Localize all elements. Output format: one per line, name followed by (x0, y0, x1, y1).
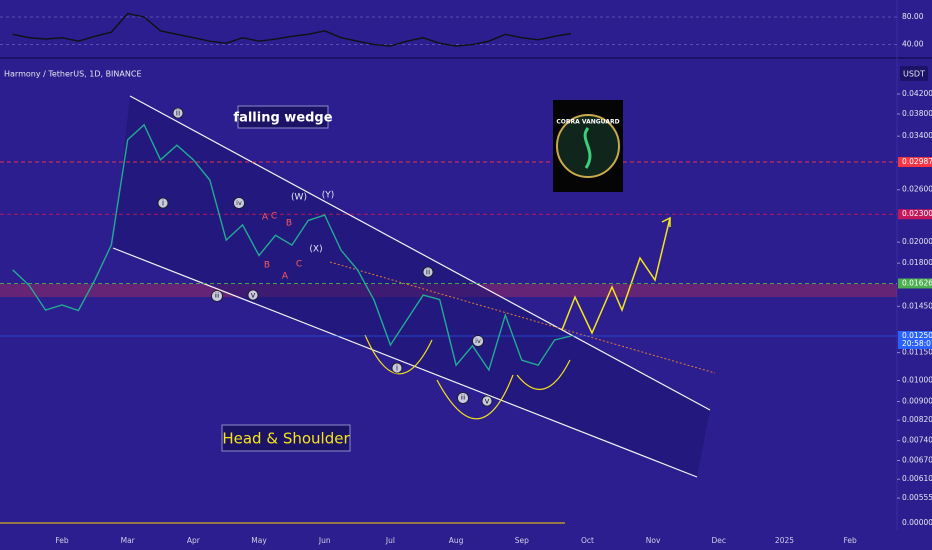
x-tick-label: Sep (515, 536, 529, 545)
price-level-box (898, 278, 932, 289)
price-level-box (898, 209, 932, 220)
symbol-title: Harmony / TetherUS, 1D, BINANCE (4, 70, 142, 79)
price-level-label: 0.02300 (902, 209, 932, 218)
currency: USDT (903, 70, 925, 79)
wave-ring (172, 107, 184, 119)
y-tick-label: 0.01450 (902, 301, 932, 310)
y-tick-label: 0.02000 (902, 237, 932, 246)
price-line-series (12, 123, 572, 372)
x-tick-label: Dec (712, 536, 727, 545)
wave-label: (X) (309, 245, 322, 255)
y-tick-label: 0.02600 (902, 185, 932, 194)
y-axis: 0.04200 0.03800 0.03400 0.02600 0.02000 0.018… (897, 89, 932, 502)
price-level-label: 0.02987 (902, 157, 932, 166)
wave-label: A (262, 213, 269, 223)
wave-label: iii (214, 293, 219, 300)
y-tick-label: 0.03400 (902, 131, 932, 140)
projection-arrow (661, 216, 671, 227)
volume-tick-label: 0.00000 (902, 518, 932, 527)
wave-label: iv (236, 199, 242, 207)
wave-label: v (251, 291, 256, 300)
y-tick-label: 0.03800 (902, 109, 932, 118)
wedge-lower (112, 247, 698, 478)
y-tick-label: 0.00555 (902, 493, 932, 502)
x-tick-label: Aug (449, 536, 464, 545)
y-axis: 80.00 40.00 (902, 12, 924, 49)
price-level-box (898, 157, 932, 168)
x-tick-label: Apr (187, 536, 201, 545)
wave-label: iv (475, 337, 481, 345)
logo-text: COBRA VANGUARD (556, 119, 619, 126)
wave-ring (457, 392, 469, 404)
countdown: 20:58:07 (902, 339, 932, 348)
x-tick-label: Feb (844, 536, 858, 545)
wave-ring (211, 290, 223, 302)
y-tick-label: 0.04200 (902, 89, 932, 98)
wave-label: i (396, 364, 398, 373)
y-tick-label: 0.00820 (902, 415, 932, 424)
pattern-label: falling wedge (233, 111, 332, 126)
wave-label: B (286, 219, 292, 229)
y-tick-label: 0.01800 (902, 258, 932, 267)
projection-path (561, 217, 671, 335)
wave-label: i (162, 199, 164, 208)
wave-label: B (264, 261, 270, 271)
wave-ring (233, 197, 245, 209)
wave-label: ii (176, 109, 180, 118)
price-level-box (898, 330, 932, 349)
logo-cobra (583, 127, 592, 169)
x-tick-label: Nov (646, 536, 661, 545)
price-line-series (12, 12, 572, 47)
wave-label: A (282, 272, 289, 282)
wave-label: ii (426, 268, 430, 277)
wave-label: (Y) (322, 191, 335, 201)
right-shoulder (516, 359, 571, 390)
wave-ring (391, 362, 403, 374)
y-tick-label: 0.01000 (902, 376, 932, 385)
wave-label: (W) (291, 193, 307, 203)
wave-label: v (485, 397, 490, 406)
wave-label: C (296, 260, 302, 270)
y-tick-label: 0.00670 (902, 455, 932, 464)
y-tick-label: 40.00 (902, 40, 924, 49)
wave-ring (247, 289, 259, 301)
wave-ring (481, 395, 493, 407)
wave-ring (422, 266, 434, 278)
neckline (329, 261, 716, 374)
wave-label: iii (460, 395, 465, 402)
pattern2-box (221, 424, 351, 452)
x-tick-label: 2025 (775, 536, 794, 545)
pattern-box (237, 105, 329, 129)
x-tick-label: Jun (318, 536, 331, 545)
x-tick-label: Feb (55, 536, 69, 545)
wedge-fill (113, 96, 710, 477)
currency-box (900, 66, 928, 81)
wedge-upper (129, 95, 711, 411)
left-shoulder (364, 334, 433, 375)
y-tick-label: 0.01150 (902, 348, 932, 357)
panes: 80.0040.000.042000.038000.034000.026000.… (0, 12, 932, 545)
pattern2-label: Head & Shoulder (222, 430, 350, 448)
x-tick-label: Oct (581, 536, 594, 545)
y-tick-label: 80.00 (902, 12, 924, 21)
y-tick-label: 0.00900 (902, 397, 932, 406)
wave-label: C (271, 212, 277, 222)
x-tick-label: May (251, 536, 267, 545)
head (436, 374, 514, 420)
x-tick-label: Mar (121, 536, 136, 545)
wave-ring (157, 197, 169, 209)
price-level-label: 0.01626 (902, 278, 932, 287)
price-level-label: 0.01250 (902, 331, 932, 340)
y-tick-label: 0.00740 (902, 436, 932, 445)
y-tick-label: 0.00610 (902, 474, 932, 483)
wave-ring (472, 335, 484, 347)
x-tick-label: Jul (385, 536, 395, 545)
